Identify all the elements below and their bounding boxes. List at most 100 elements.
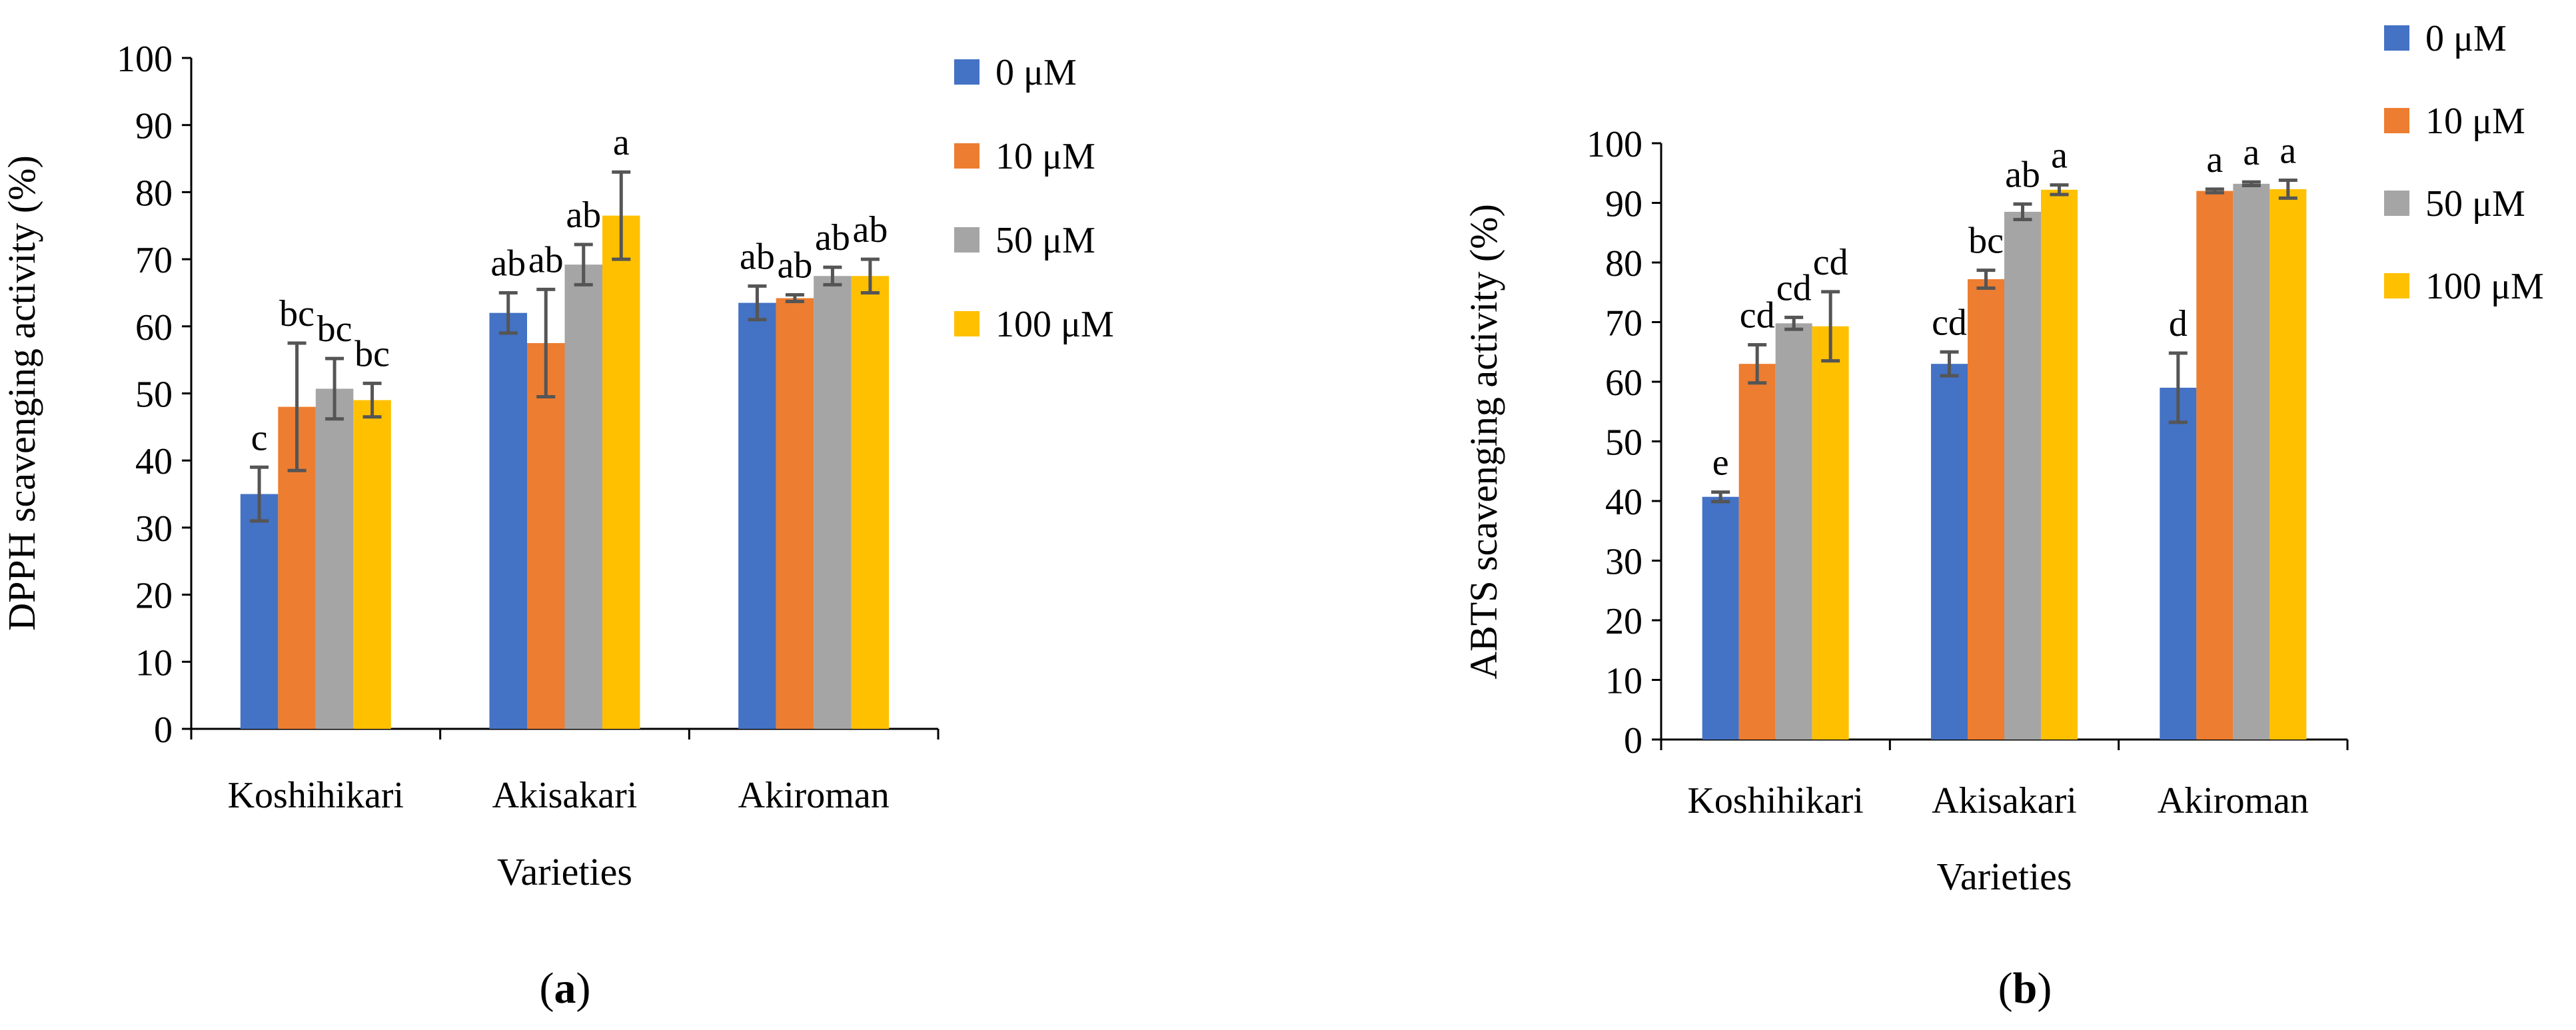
legend-label: 10 μM [2425,101,2525,142]
x-tick-label: Koshihikari [228,775,404,816]
y-tick-label: 10 [1605,661,1642,702]
bar [814,276,852,729]
y-tick-label: 90 [135,106,173,147]
significance-letter: ab [852,209,888,251]
bar [1812,326,1849,740]
legend-label: 0 μM [2425,18,2507,59]
legend-swatch [2384,273,2409,298]
significance-letter: e [1712,442,1729,484]
significance-letter: ab [490,243,526,284]
panel-label: (a) [540,964,591,1013]
significance-letter: a [2279,130,2296,171]
significance-letter: d [2169,303,2188,344]
significance-letter: ab [528,239,564,280]
y-tick-label: 0 [154,710,173,751]
significance-letter: bc [279,293,315,334]
bar [527,342,565,729]
legend-swatch [954,143,979,169]
bar [738,302,776,729]
significance-letter: bc [317,308,352,350]
legend-swatch [954,227,979,253]
bar [489,312,527,729]
y-tick-label: 0 [1624,720,1642,762]
bar [240,494,279,729]
y-tick-label: 90 [1605,184,1642,225]
y-axis-title: DPPH scavenging activity (%) [0,155,43,631]
legend-swatch [954,59,979,85]
chart-panel-b: 0 10 20 30 40 50 60 70 80 90 100 Koshihikari Akisaka… [1462,18,2544,1013]
y-tick-label: 20 [1605,601,1642,642]
bar [1702,496,1739,740]
y-tick-label: 60 [135,307,173,348]
bar [564,264,602,729]
x-tick-label: Akisakari [1932,780,2077,821]
significance-letter: cd [1740,295,1775,336]
significance-letter: ab [566,195,601,236]
y-tick-label: 40 [1605,482,1642,523]
bar [1968,279,2004,740]
x-tick-label: Koshihikari [1687,780,1863,821]
y-tick-label: 20 [135,576,173,617]
y-tick-label: 40 [135,441,173,482]
chart-panel-a: 0 10 20 30 40 50 60 70 80 90 100 Koshihikari Akisaka… [0,39,1114,1013]
significance-letter: ab [2005,154,2040,195]
bar [2004,211,2041,740]
significance-letter: cd [1932,302,1967,343]
y-tick-label: 80 [135,173,173,214]
legend-label: 50 μM [995,220,1095,261]
y-tick-label: 100 [117,39,173,80]
bar [1931,364,1968,740]
y-axis-title: ABTS scavenging activity (%) [1462,204,1505,680]
significance-letter: ab [740,236,775,277]
x-tick-label: Akiroman [738,775,890,816]
bar [851,276,890,729]
legend-swatch [2384,191,2409,216]
panel-label: (b) [1998,964,2052,1013]
legend-label: 100 μM [995,304,1114,345]
significance-letter: bc [354,333,390,374]
significance-letter: a [2243,132,2259,173]
y-tick-label: 100 [1587,124,1642,165]
significance-letter: a [2206,139,2223,181]
significance-letter: cd [1776,267,1812,308]
y-tick-label: 50 [135,374,173,416]
bar [776,298,814,730]
y-tick-label: 30 [135,508,173,550]
significance-letter: cd [1813,242,1848,283]
y-tick-label: 70 [135,240,173,281]
significance-letter: a [2051,135,2068,177]
bar [315,388,354,729]
significance-letter: bc [1968,221,2004,262]
y-tick-label: 60 [1605,362,1642,404]
bar [353,400,391,729]
y-tick-label: 30 [1605,542,1642,583]
bar [2196,191,2234,740]
bar [2269,189,2307,740]
legend-label: 0 μM [995,52,1077,93]
x-axis-title: Varieties [497,850,632,893]
bar [2160,387,2197,740]
y-tick-label: 50 [1605,422,1642,464]
significance-letter: ab [815,217,850,258]
bar [2041,189,2078,740]
legend-label: 10 μM [995,136,1095,177]
bar [1775,323,1812,740]
significance-letter: c [251,417,268,458]
bar [2233,183,2270,740]
bar [602,215,640,729]
x-tick-label: Akiroman [2158,780,2309,821]
legend-swatch [2384,25,2409,51]
significance-letter: ab [777,245,812,286]
bar [1738,364,1776,740]
x-tick-label: Akisakari [492,775,638,816]
y-tick-label: 70 [1605,303,1642,344]
legend-swatch [2384,108,2409,133]
significance-letter: a [613,122,630,163]
y-tick-label: 80 [1605,243,1642,284]
x-axis-title: Varieties [1937,855,2072,898]
y-tick-label: 10 [135,642,173,684]
legend-label: 50 μM [2425,183,2525,225]
legend-label: 100 μM [2425,266,2544,307]
legend-swatch [954,311,979,336]
